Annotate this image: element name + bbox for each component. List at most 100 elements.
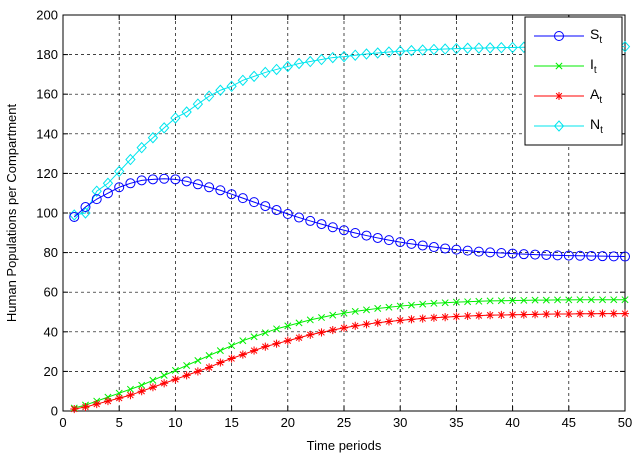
data-point [620, 309, 630, 318]
data-point [374, 304, 382, 312]
data-point [553, 309, 562, 319]
data-point [350, 49, 361, 61]
data-point [215, 185, 226, 196]
data-point [339, 225, 349, 236]
data-point [226, 189, 237, 200]
x-tick-label: 30 [393, 415, 407, 430]
data-point [91, 194, 102, 205]
y-axis-label: Human Populations per Compartment [4, 104, 19, 323]
x-tick-label: 20 [281, 415, 295, 430]
data-point [496, 41, 507, 54]
data-point [417, 240, 428, 251]
data-point [228, 342, 236, 350]
y-tick-label: 160 [36, 87, 58, 102]
data-point [520, 296, 528, 304]
data-point [351, 307, 359, 315]
data-point [148, 383, 157, 392]
data-point [428, 242, 439, 253]
y-tick-label: 60 [44, 285, 58, 300]
data-point [565, 296, 573, 304]
data-point [216, 347, 224, 355]
legend-marker [554, 91, 564, 101]
data-point [271, 63, 282, 76]
data-point [362, 306, 370, 314]
data-point [473, 42, 485, 54]
data-point [407, 301, 415, 309]
data-point [327, 51, 338, 64]
data-point [509, 297, 517, 305]
data-point [159, 173, 170, 184]
data-point [237, 74, 249, 87]
data-point [306, 316, 314, 324]
data-point [385, 303, 393, 311]
data-point [542, 310, 551, 319]
data-point [462, 245, 473, 256]
data-point [329, 311, 337, 319]
data-point [508, 310, 517, 319]
data-point [586, 250, 597, 261]
x-tick-label: 45 [562, 415, 576, 430]
data-point [138, 381, 146, 389]
data-point [170, 174, 181, 185]
x-tick-label: 5 [116, 415, 123, 430]
data-point [597, 251, 608, 262]
y-tick-label: 140 [36, 126, 58, 141]
data-point [327, 222, 338, 233]
legend: St It At Nt [524, 16, 623, 146]
legend-item: It [534, 56, 597, 76]
data-point [192, 98, 204, 110]
data-point [92, 400, 101, 409]
legend-item: St [534, 26, 602, 46]
data-point [587, 296, 595, 304]
data-point [441, 313, 450, 322]
data-point [160, 379, 169, 388]
legend-label: It [590, 56, 597, 76]
data-point [91, 185, 102, 197]
legend-marker [555, 62, 563, 70]
data-point [587, 309, 596, 318]
data-point [428, 43, 440, 56]
data-point [126, 385, 134, 393]
data-point [576, 296, 584, 304]
data-point [575, 250, 586, 261]
legend-item: At [534, 86, 602, 106]
data-point [464, 298, 472, 306]
data-point [451, 42, 462, 55]
data-point [361, 230, 372, 241]
data-point [284, 322, 292, 330]
data-point [294, 212, 305, 223]
data-point [396, 316, 405, 325]
data-point [484, 42, 496, 54]
data-point [419, 300, 427, 308]
data-point [418, 314, 427, 323]
data-point [542, 296, 550, 304]
data-point [261, 329, 269, 337]
data-point [473, 246, 484, 257]
legend-label: Nt [590, 116, 603, 136]
data-point [70, 404, 79, 414]
data-point [373, 318, 382, 327]
data-point [338, 50, 350, 63]
data-point [181, 176, 192, 187]
data-point [306, 330, 315, 339]
data-point [282, 60, 293, 73]
data-point [305, 215, 316, 226]
legend-item: Nt [534, 116, 603, 136]
data-point [239, 337, 247, 345]
y-tick-label: 120 [36, 166, 58, 181]
legend-label: St [590, 26, 602, 46]
data-point [406, 44, 417, 57]
x-tick-label: 35 [449, 415, 463, 430]
data-point [237, 193, 248, 204]
data-point [372, 47, 383, 59]
data-point [507, 41, 518, 54]
data-point [203, 90, 215, 102]
data-point [80, 207, 91, 219]
data-point [294, 333, 304, 342]
data-point [160, 371, 168, 379]
data-point [530, 249, 541, 260]
data-point [238, 350, 247, 359]
data-point [250, 346, 259, 355]
series-It [70, 296, 629, 412]
x-tick-label: 50 [618, 415, 632, 430]
